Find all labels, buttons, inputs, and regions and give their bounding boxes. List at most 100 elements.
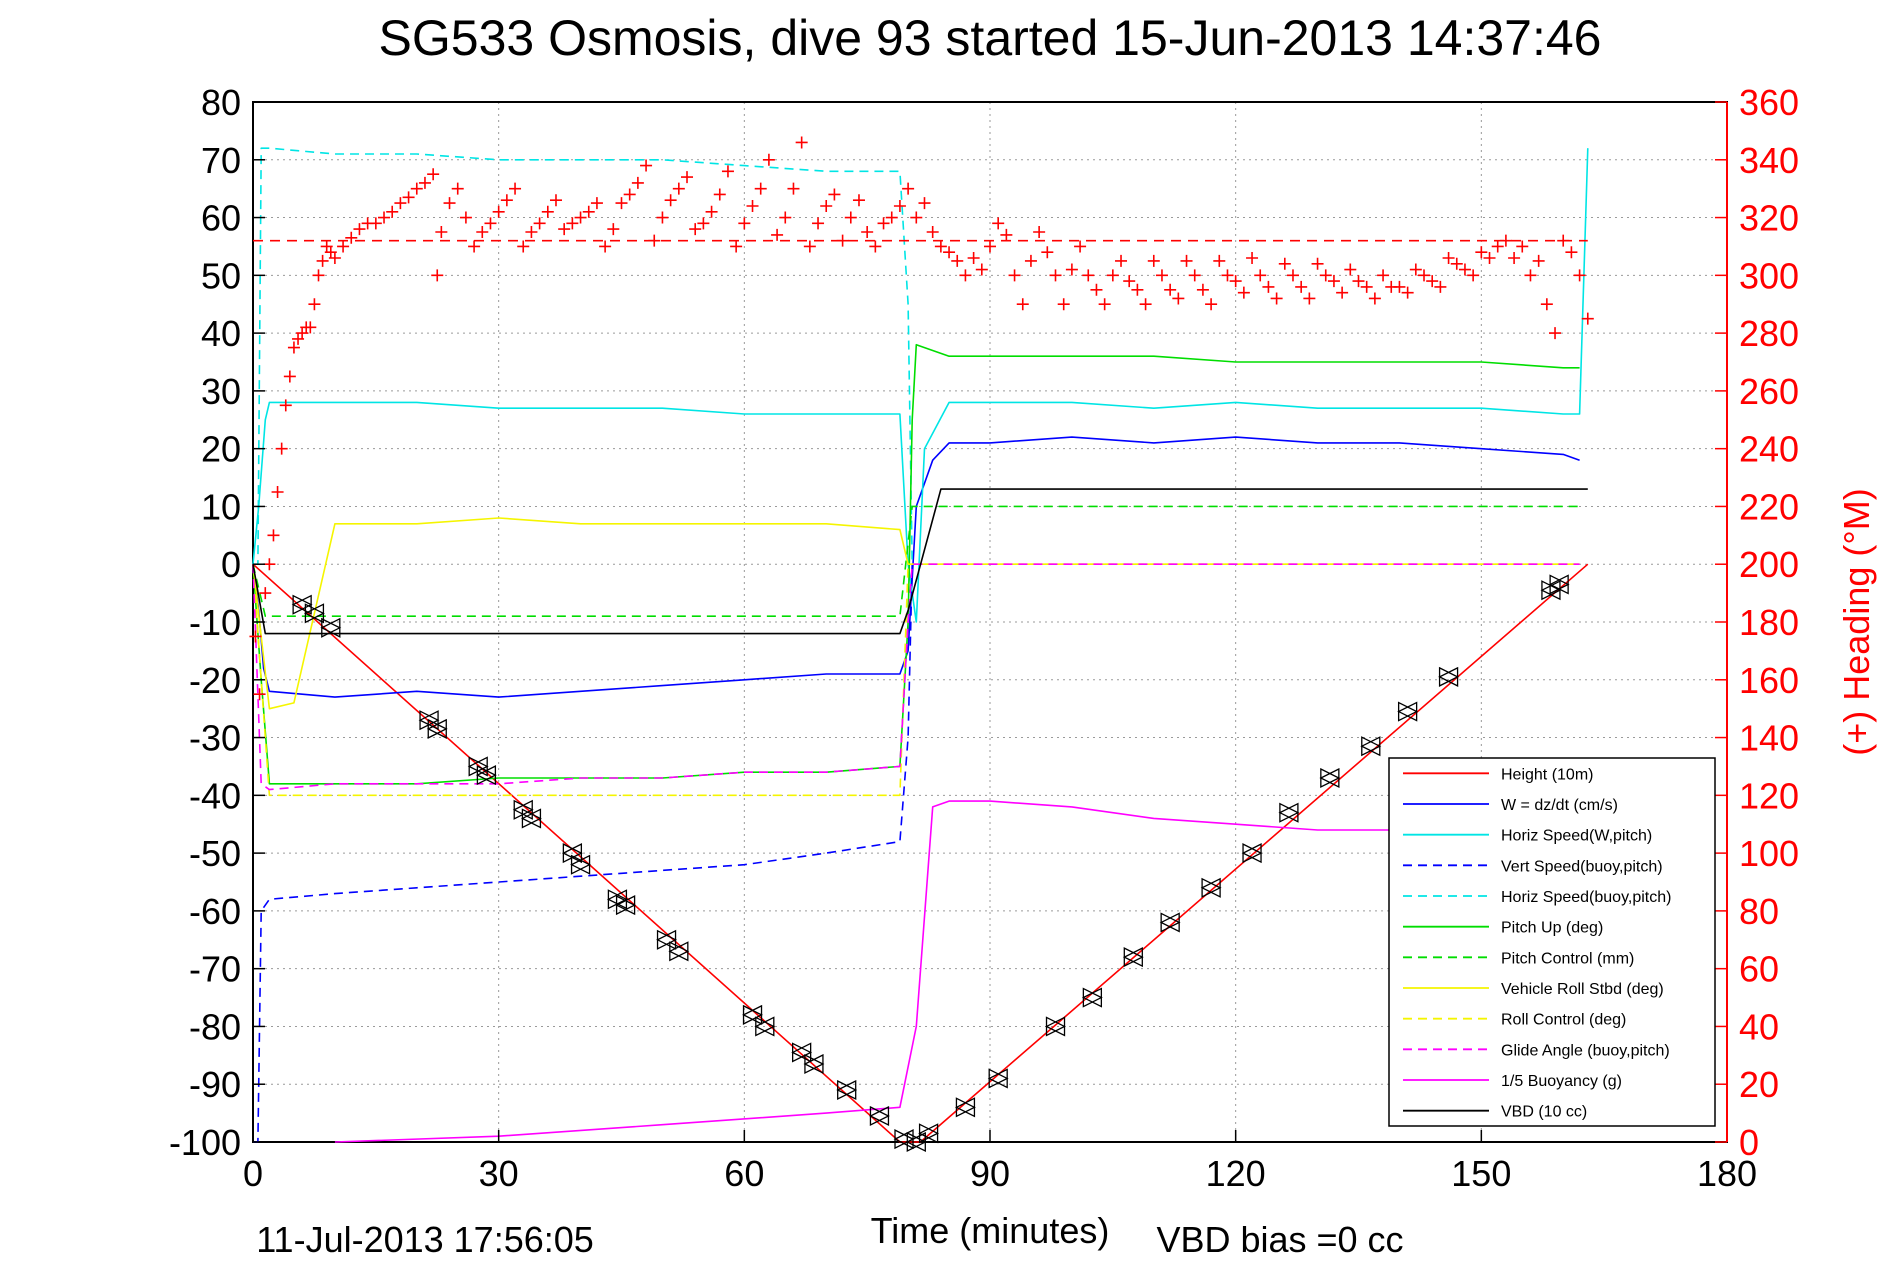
heading-point [1418, 269, 1431, 282]
y-right-tick-label: 40 [1739, 1006, 1779, 1047]
heading-point [1516, 240, 1529, 253]
height-marker [320, 617, 341, 638]
y-left-tick-label: -70 [189, 949, 241, 990]
heading-point [279, 399, 292, 412]
y-right-tick-label: 360 [1739, 82, 1799, 123]
heading-point [263, 558, 276, 571]
y-left-tick-label: -100 [169, 1122, 241, 1163]
heading-point [844, 211, 857, 224]
heading-point [607, 223, 620, 236]
height-marker [836, 1079, 857, 1101]
height-marker [520, 808, 542, 829]
height-marker [418, 710, 439, 731]
heading-point [1213, 254, 1226, 267]
heading-point [721, 165, 734, 178]
heading-point [1237, 286, 1250, 299]
heading-point [1123, 275, 1136, 288]
height-marker [1397, 701, 1418, 722]
x-tick-label: 60 [724, 1153, 764, 1194]
heading-point [249, 630, 262, 643]
heading-point [509, 182, 522, 195]
series-line-8 [252, 563, 1580, 797]
y-right-tick-label: 260 [1739, 371, 1799, 412]
height-marker [791, 1042, 812, 1063]
heading-point [308, 298, 321, 311]
legend-label: Vehicle Roll Stbd (deg) [1501, 981, 1664, 998]
heading-point [1319, 269, 1332, 282]
heading-point [1336, 286, 1349, 299]
heading-point [566, 217, 579, 230]
heading-point [259, 587, 272, 600]
height-marker [754, 1016, 775, 1037]
heading-point [738, 217, 751, 230]
heading-point [1499, 234, 1512, 247]
height-marker [426, 718, 447, 739]
y-left-tick-label: -20 [189, 660, 241, 701]
heading-point [623, 188, 636, 201]
heading-point [902, 182, 915, 195]
heading-point [1188, 269, 1201, 282]
heading-point [1278, 257, 1291, 270]
heading-point [1352, 275, 1365, 288]
heading-point [1082, 269, 1095, 282]
legend-label: VBD (10 cc) [1501, 1104, 1587, 1121]
heading-point [1524, 269, 1537, 282]
heading-point [1057, 298, 1070, 311]
heading-point [1327, 275, 1340, 288]
heading-point [1033, 226, 1046, 238]
heading-point [1016, 298, 1029, 311]
heading-point [787, 182, 800, 195]
heading-point [893, 200, 906, 212]
heading-point [1360, 280, 1373, 293]
heading-point [664, 194, 677, 207]
heading-point [1508, 252, 1521, 264]
legend-label: 1/5 Buoyancy (g) [1501, 1073, 1622, 1090]
height-marker [1122, 947, 1143, 968]
height-marker [954, 1097, 976, 1118]
height-marker [606, 889, 628, 910]
heading-point [852, 194, 865, 207]
height-marker [987, 1068, 1008, 1089]
heading-point [1393, 280, 1406, 293]
height-marker [1200, 877, 1221, 898]
series-line-4 [253, 147, 913, 566]
heading-point [1155, 269, 1168, 282]
legend-label: W = dz/dt (cm/s) [1501, 797, 1618, 814]
heading-point [1442, 252, 1455, 264]
height-marker [1081, 987, 1103, 1008]
y-right-tick-label: 300 [1739, 255, 1799, 296]
heading-point [1065, 263, 1078, 276]
height-marker [742, 1004, 763, 1025]
heading-point [803, 240, 816, 253]
heading-point [730, 240, 743, 253]
height-marker [1045, 1016, 1066, 1037]
heading-point [1139, 298, 1152, 311]
y-left-tick-label: -40 [189, 775, 241, 816]
x-tick-label: 90 [970, 1153, 1010, 1194]
height-marker [668, 941, 689, 962]
series-line-0 [252, 563, 1589, 1143]
heading-point [771, 228, 784, 241]
heading-point [1557, 234, 1570, 247]
y-left-tick-label: -90 [189, 1064, 241, 1105]
heading-point [656, 211, 669, 224]
heading-point [533, 217, 546, 230]
heading-point [869, 240, 882, 253]
height-marker [570, 854, 591, 875]
heading-point [1581, 312, 1594, 325]
heading-point [1491, 240, 1504, 253]
y-right-tick-label: 240 [1739, 429, 1799, 470]
heading-point [345, 231, 358, 244]
heading-point [1295, 280, 1308, 293]
series-line-6 [252, 505, 1580, 618]
heading-point [681, 171, 694, 184]
heading-point [283, 370, 296, 383]
heading-point [1303, 292, 1316, 305]
heading-point [885, 211, 898, 224]
heading-point [984, 240, 996, 253]
heading-point [1008, 269, 1021, 282]
heading-point [918, 197, 931, 210]
legend-label: Horiz Speed(buoy,pitch) [1501, 889, 1671, 906]
heading-point [541, 205, 554, 218]
